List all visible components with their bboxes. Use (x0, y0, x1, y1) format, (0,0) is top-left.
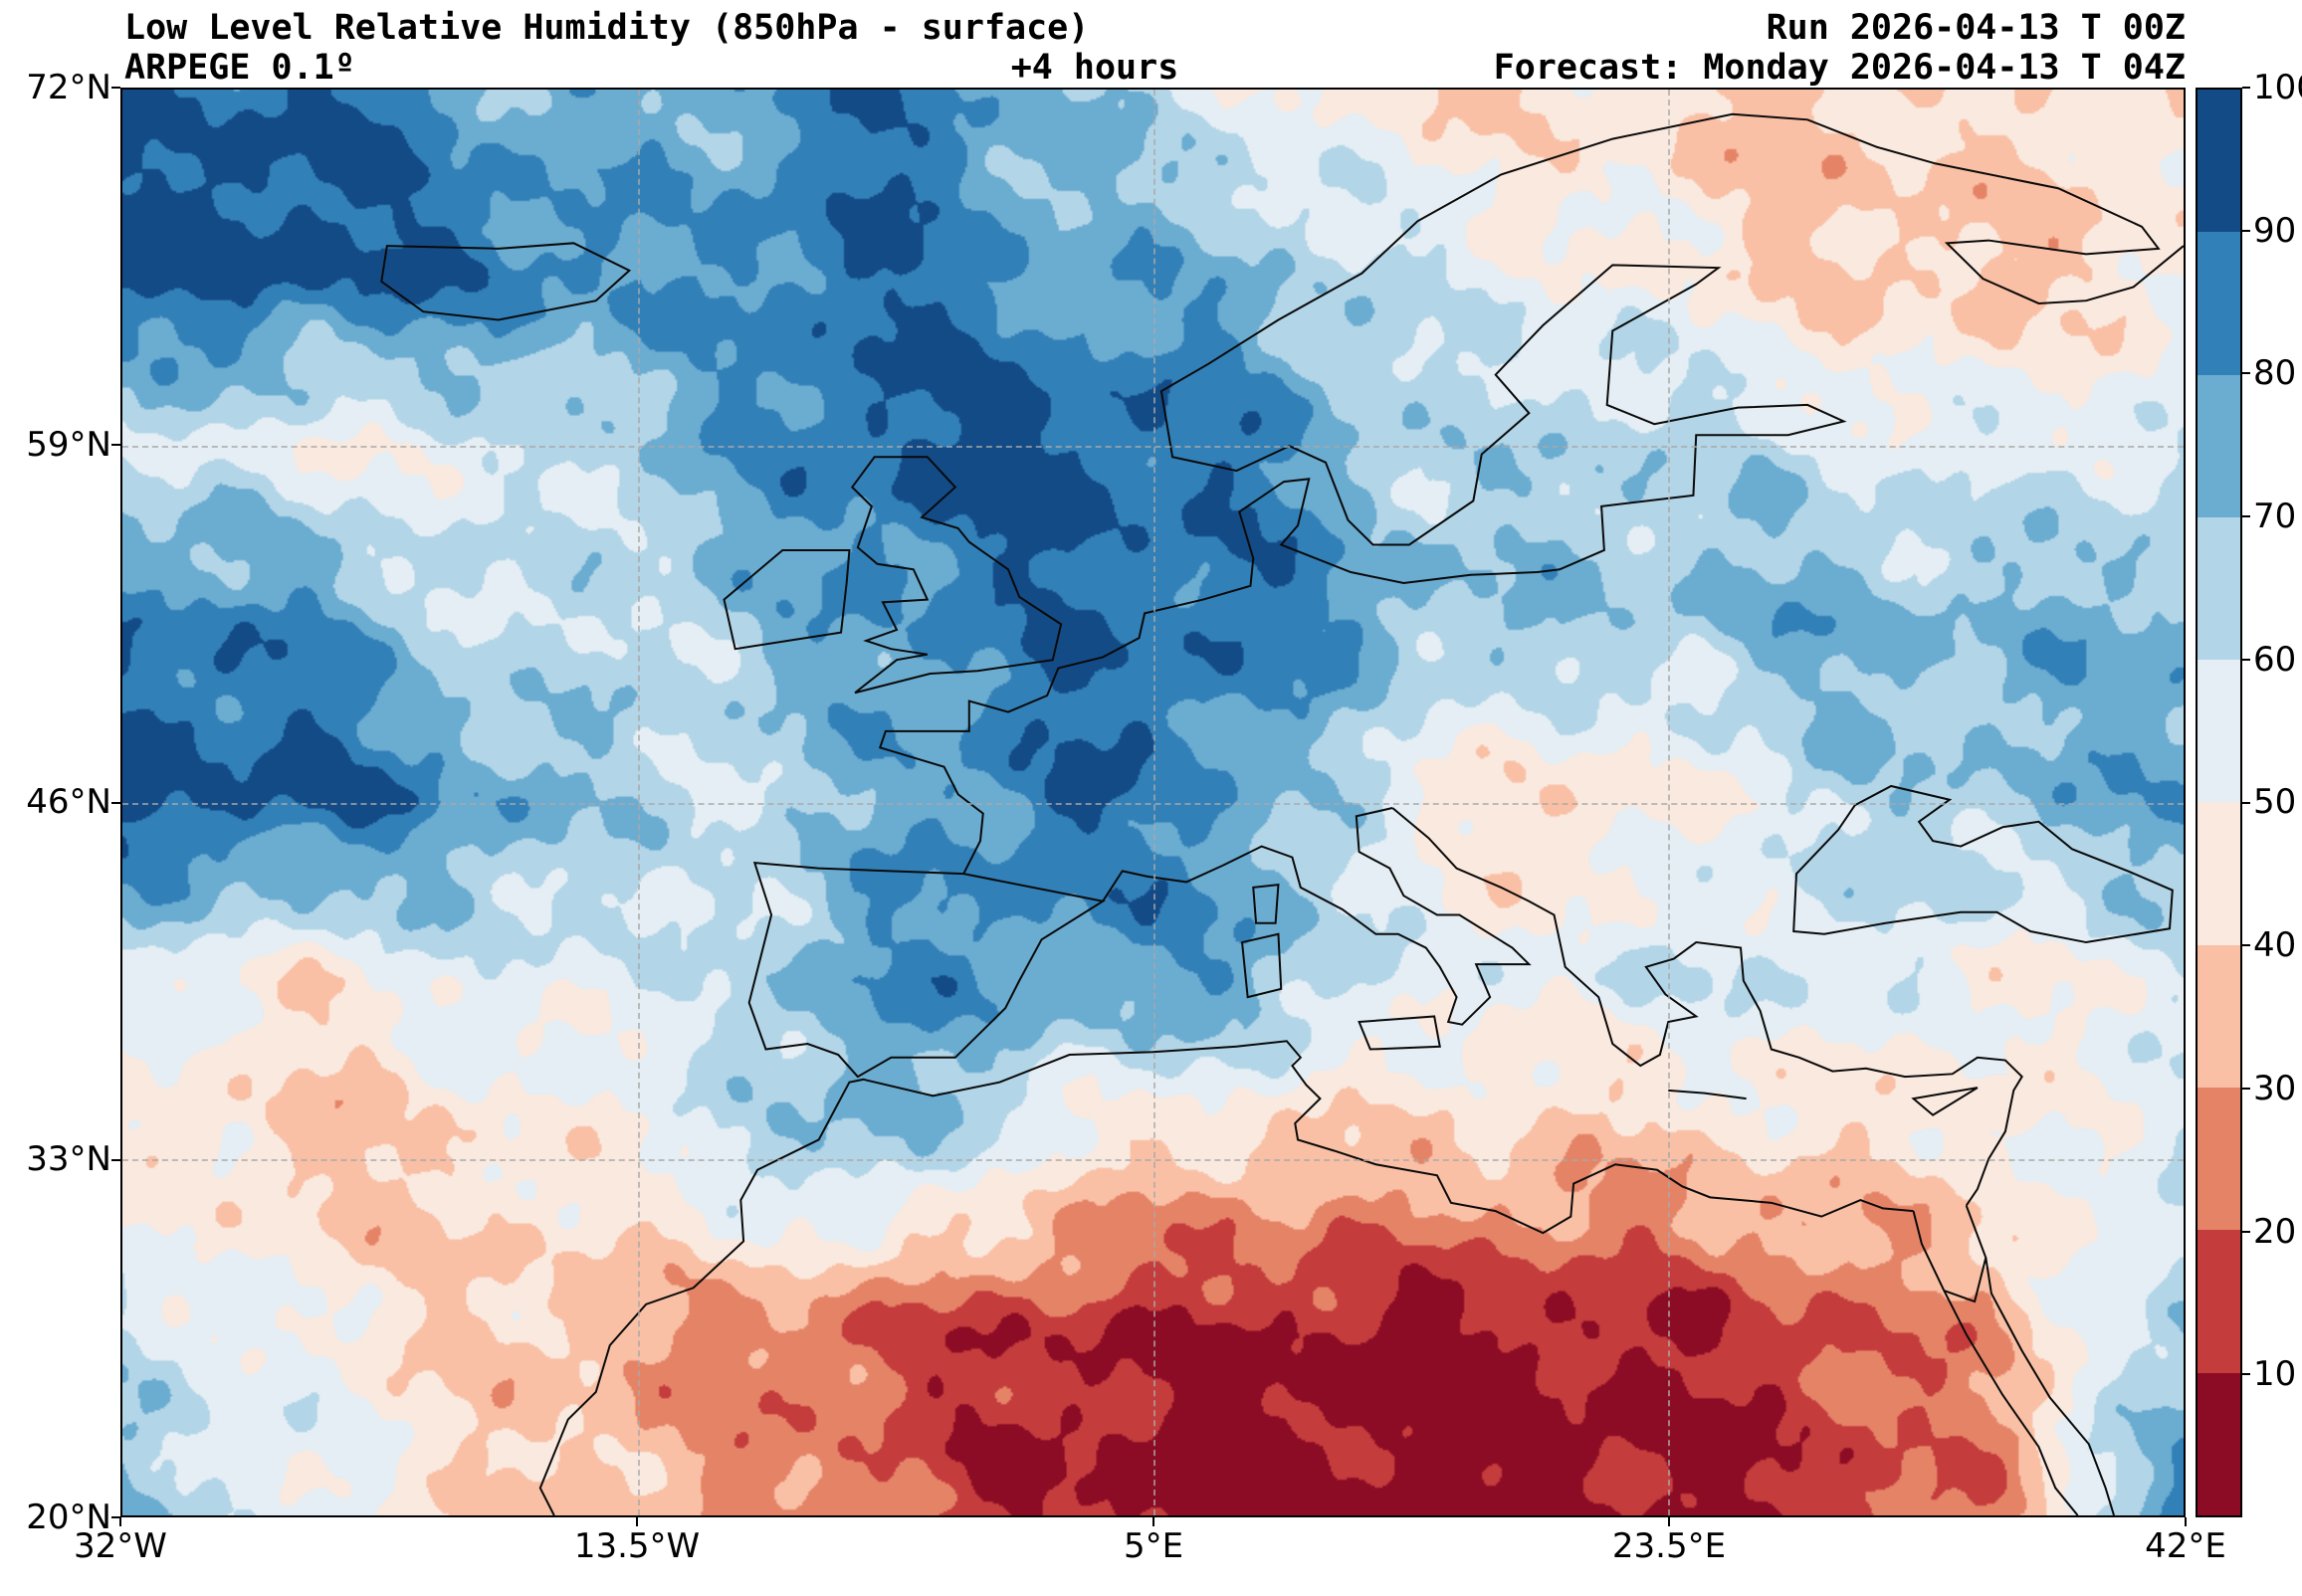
y-tick-label: 20°N (26, 1497, 111, 1537)
coastline-path (381, 243, 629, 319)
coastline-path (1914, 1088, 1978, 1115)
coastline-path (1103, 866, 1222, 901)
coastline-path (749, 863, 1103, 1077)
colorbar-segment (2197, 660, 2240, 803)
axis-tick (1151, 1517, 1154, 1526)
axis-tick (2242, 801, 2250, 804)
coastline-path (1986, 1258, 2114, 1515)
axis-tick (111, 444, 120, 447)
axis-tick (119, 1517, 121, 1526)
colorbar-tick-label: 60 (2253, 640, 2297, 680)
parallel-gridline (122, 1158, 2184, 1161)
colorbar-segment (2197, 232, 2240, 375)
axis-tick (111, 87, 120, 89)
axis-tick (2185, 1517, 2187, 1526)
run-label: Run 2026-04-13 T 00Z (1766, 8, 2186, 48)
coastline-path (1668, 1091, 1746, 1098)
axis-tick (2242, 515, 2250, 518)
coastline-path (1392, 808, 2021, 1206)
colorbar-segment (2197, 1372, 2240, 1515)
colorbar-segment (2197, 516, 2240, 661)
colorbar-segment (2197, 944, 2240, 1089)
y-tick-label: 46°N (26, 782, 111, 822)
axis-tick (111, 1516, 120, 1518)
axis-tick (2242, 1230, 2250, 1233)
axis-tick (2242, 229, 2250, 232)
colorbar-tick-label: 50 (2253, 782, 2297, 822)
x-tick-label: 42°E (2145, 1526, 2226, 1566)
axis-tick (2242, 87, 2250, 89)
colorbar-tick-label: 70 (2253, 497, 2297, 536)
coastline-path (1914, 1206, 1987, 1301)
axis-tick (2242, 1373, 2250, 1376)
coastline-path (1253, 885, 1278, 923)
coastline-path (725, 550, 850, 649)
x-tick-label: 5°E (1123, 1526, 1184, 1566)
colorbar (2196, 88, 2242, 1517)
axis-tick (2242, 1087, 2250, 1090)
map-plot (120, 88, 2186, 1517)
parallel-gridline (122, 446, 2184, 449)
colorbar-tick-label: 30 (2253, 1069, 2297, 1108)
x-tick-label: 13.5°W (573, 1526, 701, 1566)
colorbar-segment (2197, 1088, 2240, 1231)
colorbar-tick-label: 10 (2253, 1354, 2297, 1394)
chart-title: Low Level Relative Humidity (850hPa - su… (124, 8, 1090, 48)
coastline-path (1944, 1291, 2077, 1515)
forecast-label: Forecast: Monday 2026-04-13 T 04Z (1493, 48, 2186, 88)
axis-tick (2242, 372, 2250, 375)
coastline-path (1793, 786, 2173, 942)
axis-tick (635, 1517, 638, 1526)
coastline-path (1242, 934, 1281, 997)
parallel-gridline (122, 802, 2184, 805)
axis-tick (2242, 944, 2250, 947)
coastline-path (1360, 1016, 1440, 1049)
coastline-path (1222, 808, 1529, 1025)
axis-tick (111, 801, 120, 804)
x-tick-label: 32°W (74, 1526, 167, 1566)
model-label: ARPEGE 0.1º (124, 48, 355, 88)
axis-tick (111, 1158, 120, 1161)
colorbar-tick-label: 40 (2253, 925, 2297, 965)
coastline-path (540, 1041, 1914, 1515)
coastline-path (880, 114, 2184, 874)
colorbar-segment (2197, 802, 2240, 945)
axis-tick (1668, 1517, 1671, 1526)
colorbar-tick-label: 80 (2253, 353, 2297, 393)
colorbar-segment (2197, 1230, 2240, 1373)
colorbar-tick-label: 100 (2253, 68, 2302, 107)
colorbar-segment (2197, 374, 2240, 517)
colorbar-tick-label: 20 (2253, 1212, 2297, 1252)
coastline-path (852, 457, 1061, 693)
y-tick-label: 59°N (26, 425, 111, 465)
lead-time-label: +4 hours (1010, 48, 1179, 88)
axis-tick (2242, 658, 2250, 661)
coastlines-overlay (122, 90, 2184, 1515)
colorbar-tick-label: 90 (2253, 211, 2297, 251)
y-tick-label: 33°N (26, 1139, 111, 1179)
x-tick-label: 23.5°E (1611, 1526, 1727, 1566)
y-tick-label: 72°N (26, 68, 111, 107)
colorbar-segment (2197, 90, 2240, 233)
